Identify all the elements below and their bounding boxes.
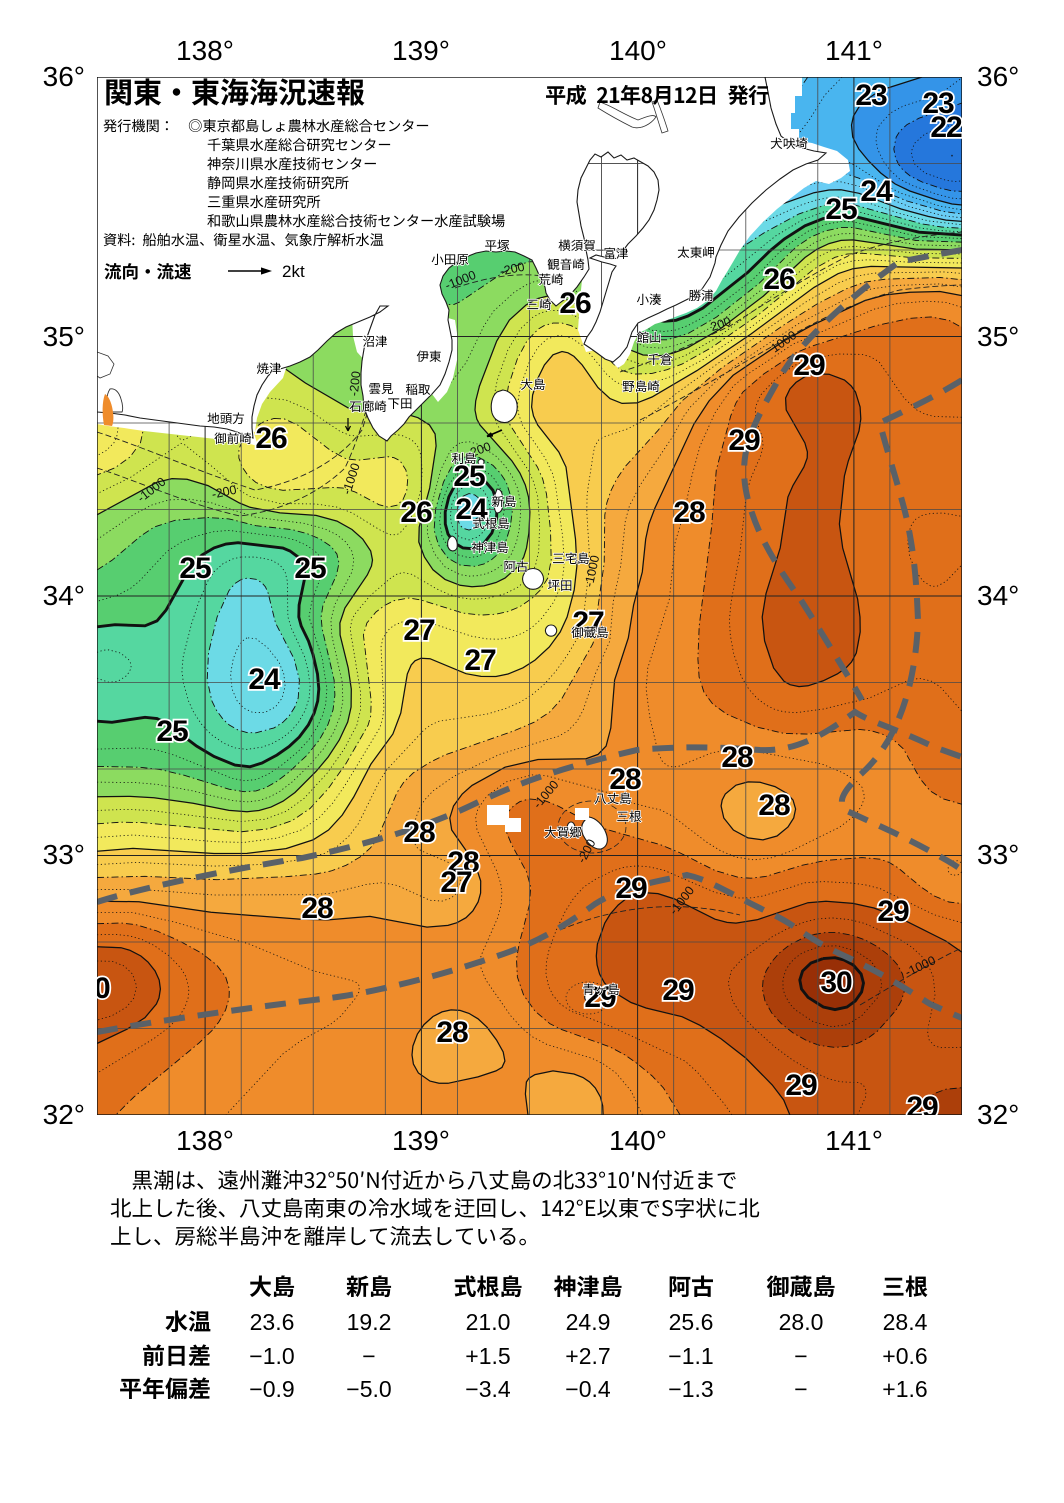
- svg-text:35°: 35°: [43, 321, 85, 352]
- svg-text:28: 28: [403, 816, 435, 849]
- svg-text:35°: 35°: [977, 321, 1019, 352]
- svg-text:36°: 36°: [977, 61, 1019, 92]
- svg-text:29: 29: [615, 872, 647, 905]
- svg-text:28.4: 28.4: [883, 1309, 928, 1335]
- svg-text:29: 29: [906, 1091, 938, 1124]
- svg-text:34°: 34°: [977, 580, 1019, 611]
- svg-text:+1.5: +1.5: [465, 1343, 510, 1369]
- svg-text:−3.4: −3.4: [465, 1376, 511, 1402]
- svg-text:24.9: 24.9: [566, 1309, 611, 1335]
- svg-text:28: 28: [609, 763, 641, 796]
- svg-text:−5.0: −5.0: [346, 1376, 391, 1402]
- svg-text:22: 22: [930, 111, 962, 144]
- svg-text:23.6: 23.6: [250, 1309, 295, 1335]
- svg-text:28: 28: [447, 846, 479, 879]
- svg-text:-200: -200: [347, 370, 364, 396]
- svg-text:28.0: 28.0: [779, 1309, 824, 1335]
- svg-text:−: −: [794, 1343, 807, 1369]
- svg-text:24: 24: [248, 663, 281, 696]
- svg-text:27: 27: [440, 866, 472, 899]
- svg-text:−: −: [362, 1343, 375, 1369]
- svg-text:-200: -200: [498, 260, 525, 279]
- svg-text:138°: 138°: [176, 1125, 234, 1156]
- svg-text:28: 28: [758, 789, 790, 822]
- svg-text:140°: 140°: [609, 35, 667, 66]
- svg-text:139°: 139°: [392, 35, 450, 66]
- svg-text:33°: 33°: [977, 839, 1019, 870]
- svg-text:141°: 141°: [825, 35, 883, 66]
- svg-text:138°: 138°: [176, 35, 234, 66]
- svg-text:25: 25: [294, 552, 326, 585]
- svg-text:33°: 33°: [43, 839, 85, 870]
- svg-text:26: 26: [559, 287, 591, 320]
- svg-text:−0.4: −0.4: [565, 1376, 611, 1402]
- svg-text:−1.0: −1.0: [249, 1343, 294, 1369]
- svg-text:−0.9: −0.9: [249, 1376, 294, 1402]
- svg-text:19.2: 19.2: [347, 1309, 392, 1335]
- svg-text:32°: 32°: [977, 1099, 1019, 1130]
- svg-text:140°: 140°: [609, 1125, 667, 1156]
- svg-text:29: 29: [662, 974, 694, 1007]
- svg-text:28: 28: [673, 496, 705, 529]
- svg-text:+1.6: +1.6: [882, 1376, 927, 1402]
- svg-text:25.6: 25.6: [669, 1309, 714, 1335]
- svg-text:28: 28: [721, 741, 753, 774]
- svg-text:23: 23: [922, 87, 954, 120]
- svg-text:28: 28: [301, 892, 333, 925]
- svg-text:25: 25: [156, 715, 188, 748]
- svg-text:+0.6: +0.6: [882, 1343, 927, 1369]
- svg-text:23: 23: [855, 79, 887, 112]
- svg-text:36°: 36°: [43, 61, 85, 92]
- svg-text:29: 29: [728, 424, 760, 457]
- svg-text:−: −: [794, 1376, 807, 1402]
- svg-text:28: 28: [436, 1016, 468, 1049]
- svg-text:34°: 34°: [43, 580, 85, 611]
- svg-text:25: 25: [179, 552, 211, 585]
- svg-text:25: 25: [453, 460, 485, 493]
- svg-text:−1.1: −1.1: [668, 1343, 713, 1369]
- svg-text:29: 29: [877, 895, 909, 928]
- svg-text:21.0: 21.0: [466, 1309, 511, 1335]
- svg-text:25: 25: [825, 193, 857, 226]
- svg-text:27: 27: [464, 644, 496, 677]
- svg-text:26: 26: [400, 496, 432, 529]
- svg-text:27: 27: [403, 614, 435, 647]
- svg-text:2kt: 2kt: [282, 262, 305, 281]
- svg-text:29: 29: [785, 1069, 817, 1102]
- svg-text:32°: 32°: [43, 1099, 85, 1130]
- svg-text:26: 26: [255, 422, 287, 455]
- svg-text:200: 200: [709, 314, 733, 334]
- svg-text:139°: 139°: [392, 1125, 450, 1156]
- svg-text:−1.3: −1.3: [668, 1376, 713, 1402]
- svg-text:141°: 141°: [825, 1125, 883, 1156]
- svg-text:30: 30: [820, 966, 852, 999]
- svg-text:-200: -200: [210, 483, 237, 502]
- svg-text:30: 30: [78, 972, 110, 1005]
- svg-text:29: 29: [793, 349, 825, 382]
- svg-text:24: 24: [860, 175, 893, 208]
- svg-text:+2.7: +2.7: [565, 1343, 610, 1369]
- svg-text:26: 26: [763, 263, 795, 296]
